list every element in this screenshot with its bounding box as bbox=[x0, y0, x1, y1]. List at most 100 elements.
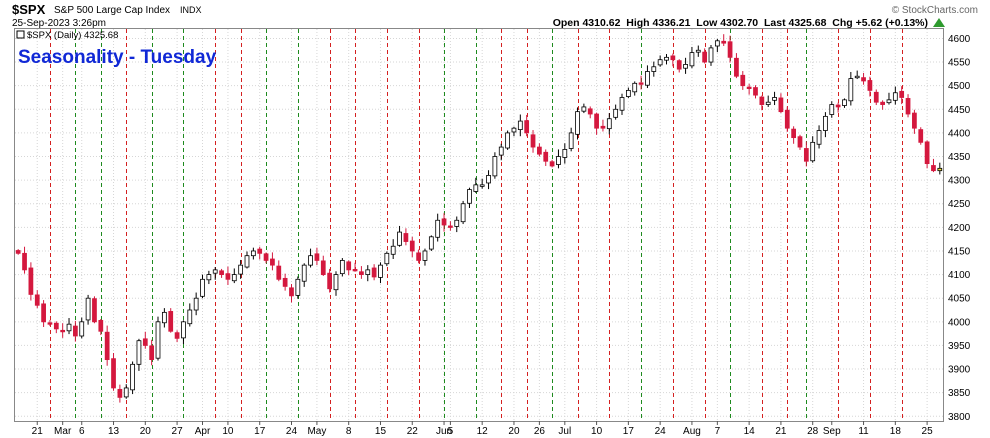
candle-body bbox=[683, 64, 688, 69]
y-tick-label: 4150 bbox=[948, 246, 971, 257]
candle bbox=[34, 290, 40, 309]
candle bbox=[645, 65, 650, 89]
candle-body bbox=[352, 268, 358, 272]
candle bbox=[638, 75, 644, 90]
candle bbox=[460, 200, 466, 225]
candle-body bbox=[797, 136, 803, 148]
x-tick-label: Sep bbox=[823, 426, 841, 437]
candle-body bbox=[333, 274, 339, 291]
candle bbox=[486, 170, 491, 190]
candle bbox=[530, 130, 536, 153]
y-tick-label: 4400 bbox=[948, 128, 971, 139]
x-tick-label: 8 bbox=[346, 426, 352, 437]
candle bbox=[479, 178, 485, 189]
candle bbox=[238, 259, 244, 279]
candle-body bbox=[606, 118, 612, 130]
candle bbox=[791, 126, 797, 144]
candle-body bbox=[765, 101, 771, 105]
candle-body bbox=[384, 252, 390, 265]
candle-body bbox=[22, 252, 27, 271]
candle-body bbox=[549, 161, 555, 167]
x-tick-label: 12 bbox=[477, 426, 489, 437]
y-tick-label: 4500 bbox=[948, 81, 971, 92]
candle bbox=[517, 114, 523, 137]
candle-body bbox=[505, 132, 510, 149]
candle bbox=[174, 330, 180, 343]
candle-body bbox=[568, 132, 574, 149]
candle-body bbox=[651, 66, 657, 72]
candle-body bbox=[416, 252, 421, 261]
candle bbox=[276, 260, 282, 282]
candle-body bbox=[231, 274, 237, 282]
candle-body bbox=[435, 219, 441, 238]
candle bbox=[823, 112, 828, 138]
candle-body bbox=[931, 165, 936, 172]
candle bbox=[403, 228, 409, 246]
y-tick-label: 4000 bbox=[948, 317, 971, 328]
candle-body bbox=[92, 298, 97, 323]
candle bbox=[22, 246, 27, 274]
candle bbox=[359, 266, 364, 279]
quote-line: Open 4310.62 High 4336.21 Low 4302.70 La… bbox=[553, 17, 928, 29]
candle bbox=[905, 94, 911, 118]
candle bbox=[416, 249, 421, 264]
candle-body bbox=[225, 273, 231, 280]
candle bbox=[53, 321, 59, 334]
y-axis: 3800 3850 3900 3950 4000 4050 4100 4150 4200 4250… bbox=[948, 34, 971, 423]
candle-body bbox=[130, 363, 135, 391]
y-tick-label: 3850 bbox=[948, 388, 971, 399]
x-tick-label: Apr bbox=[195, 426, 211, 437]
candle bbox=[270, 252, 275, 271]
candle-body bbox=[556, 156, 561, 165]
candle bbox=[231, 268, 237, 284]
candle-body bbox=[753, 87, 758, 96]
candle bbox=[448, 221, 453, 231]
candle-body bbox=[371, 267, 377, 278]
candle bbox=[422, 248, 428, 266]
candle bbox=[117, 384, 123, 403]
candle bbox=[123, 384, 129, 399]
candle bbox=[289, 284, 294, 303]
candle bbox=[60, 323, 66, 338]
candle-body bbox=[454, 219, 460, 227]
candle bbox=[524, 114, 530, 137]
candle-body bbox=[98, 320, 104, 332]
candle-body bbox=[746, 86, 752, 89]
candle-body bbox=[517, 120, 523, 130]
candle-body bbox=[613, 108, 619, 118]
candle-body bbox=[835, 104, 841, 108]
candle-body bbox=[727, 41, 733, 58]
candle bbox=[594, 112, 599, 135]
candle-body bbox=[73, 325, 78, 337]
candle bbox=[441, 213, 447, 232]
candle-body bbox=[880, 101, 885, 105]
candle-body bbox=[714, 40, 720, 47]
candle bbox=[746, 83, 752, 95]
candle-body bbox=[924, 141, 930, 165]
candle bbox=[880, 100, 885, 110]
candle-body bbox=[212, 269, 218, 274]
up-arrow-icon bbox=[933, 18, 945, 27]
candle-body bbox=[498, 146, 504, 156]
candle-body bbox=[823, 115, 828, 131]
y-tick-label: 4600 bbox=[948, 34, 971, 45]
candle-body bbox=[892, 92, 898, 101]
candle bbox=[587, 106, 593, 119]
candle bbox=[244, 251, 250, 269]
candle-body bbox=[409, 240, 415, 252]
candle-body bbox=[632, 82, 638, 93]
candle-body bbox=[187, 309, 193, 325]
x-tick-label: 13 bbox=[108, 426, 120, 437]
candle bbox=[181, 320, 186, 345]
candle-body bbox=[912, 112, 917, 129]
plot-area bbox=[14, 28, 944, 422]
x-tick-label: 22 bbox=[407, 426, 419, 437]
seasonality-lines bbox=[50, 29, 903, 421]
x-tick-label: Aug bbox=[683, 426, 701, 437]
candle bbox=[200, 274, 205, 299]
candle bbox=[549, 159, 555, 168]
date-time: 25-Sep-2023 3:26pm bbox=[12, 18, 106, 29]
candle-body bbox=[66, 323, 72, 332]
y-tick-label: 4550 bbox=[948, 58, 971, 69]
x-tick-label: 24 bbox=[655, 426, 667, 437]
